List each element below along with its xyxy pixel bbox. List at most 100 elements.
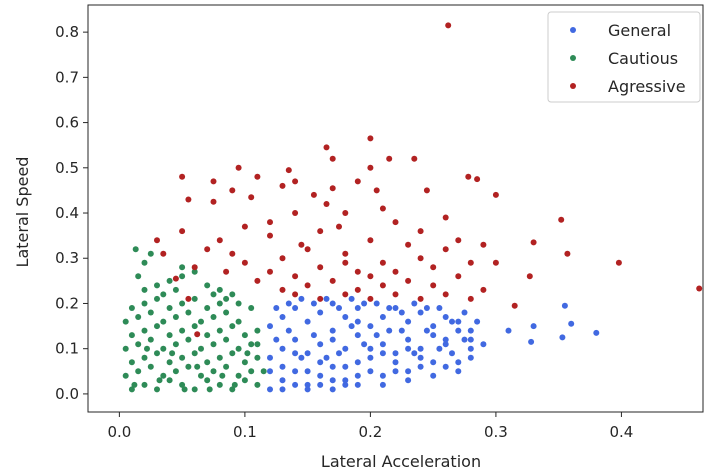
point-general-49	[379, 372, 386, 379]
point-general-30	[342, 314, 349, 320]
point-cautious-44	[128, 332, 135, 339]
point-agressive-77	[342, 291, 349, 298]
point-agressive-54	[267, 268, 273, 275]
point-agressive-85	[223, 268, 230, 275]
point-agressive-30	[442, 214, 449, 221]
point-agressive-14	[465, 173, 472, 180]
point-agressive-83	[511, 302, 518, 309]
point-agressive-63	[254, 277, 261, 284]
point-general-41	[467, 345, 474, 352]
point-general-110	[593, 329, 600, 336]
point-agressive-21	[373, 187, 380, 194]
point-general-42	[467, 354, 474, 361]
legend-label-cautious: Cautious	[608, 49, 678, 68]
point-cautious-46	[154, 323, 160, 330]
point-agressive-38	[392, 219, 399, 226]
point-general-4	[317, 372, 324, 379]
point-agressive-79	[392, 291, 399, 298]
point-cautious-13	[147, 363, 154, 370]
point-cautious-23	[141, 354, 148, 361]
axes-layer	[87, 4, 704, 413]
y-tick-label: 0.6	[55, 114, 79, 132]
point-general-36	[417, 309, 424, 316]
point-agressive-3	[329, 155, 336, 162]
point-cautious-7	[216, 381, 223, 388]
point-general-59	[273, 336, 280, 343]
point-agressive-53	[241, 259, 248, 266]
point-cautious-26	[179, 354, 186, 361]
point-cautious-33	[122, 345, 129, 352]
point-general-114	[449, 318, 455, 325]
point-cautious-56	[147, 309, 154, 316]
point-general-89	[304, 386, 311, 393]
point-general-109	[568, 320, 575, 327]
point-cautious-75	[166, 277, 173, 284]
y-tick-label: 0.3	[55, 249, 79, 267]
point-cautious-57	[160, 318, 167, 325]
point-cautious-64	[128, 305, 135, 311]
point-agressive-15	[474, 176, 481, 183]
point-cautious-54	[122, 318, 129, 325]
point-cautious-10	[254, 381, 261, 388]
legend-box	[547, 11, 701, 103]
point-cautious-52	[229, 323, 236, 330]
point-general-82	[361, 300, 368, 307]
point-agressive-51	[564, 250, 571, 257]
point-agressive-64	[279, 286, 286, 293]
point-agressive-17	[310, 191, 317, 198]
point-agressive-68	[379, 282, 386, 289]
point-agressive-82	[467, 295, 474, 302]
point-general-103	[467, 336, 474, 343]
point-cautious-53	[241, 332, 248, 339]
point-general-115	[436, 305, 443, 311]
y-tick-label: 0.4	[55, 204, 79, 222]
legend-label-agressive: Agressive	[608, 77, 686, 96]
point-general-71	[423, 327, 430, 334]
point-general-40	[467, 327, 474, 334]
point-cautious-73	[141, 286, 148, 293]
point-general-0	[267, 386, 273, 393]
point-cautious-61	[210, 314, 217, 320]
x-tick-label: 0.0	[107, 423, 131, 441]
point-general-37	[430, 323, 437, 330]
point-agressive-49	[480, 241, 487, 248]
point-general-70	[411, 350, 418, 357]
point-general-20	[417, 345, 424, 352]
point-general-11	[304, 350, 311, 357]
point-cautious-5	[191, 386, 198, 393]
point-agressive-89	[317, 228, 324, 235]
point-agressive-59	[430, 264, 437, 271]
point-agressive-20	[279, 182, 286, 189]
legend-marker-general	[570, 27, 576, 33]
point-general-56	[292, 368, 299, 375]
point-cautious-34	[135, 341, 142, 348]
point-agressive-80	[417, 295, 424, 302]
point-general-12	[317, 341, 324, 348]
point-cautious-70	[204, 305, 211, 311]
ticks-layer: 0.0 0.1 0.2 0.3 0.4 0.0 0.1 0.2 0.3 0.4 0.5 0.6 0.7 0…	[55, 23, 633, 441]
point-general-63	[323, 354, 330, 361]
point-general-88	[279, 386, 286, 393]
point-cautious-51	[216, 327, 223, 334]
point-general-7	[354, 359, 361, 366]
point-general-116	[329, 336, 336, 343]
point-agressive-81	[442, 291, 449, 298]
point-general-15	[354, 332, 361, 339]
point-cautious-90	[248, 305, 255, 311]
point-agressive-4	[386, 155, 393, 162]
point-general-62	[310, 332, 317, 339]
point-cautious-42	[235, 345, 242, 352]
point-cautious-22	[128, 359, 135, 366]
point-general-74	[461, 336, 468, 343]
point-agressive-16	[329, 185, 336, 192]
point-cautious-80	[132, 246, 139, 253]
point-agressive-67	[354, 286, 361, 293]
point-general-108	[561, 302, 568, 309]
point-agressive-10	[210, 178, 217, 185]
point-cautious-101	[219, 372, 226, 379]
point-cautious-36	[160, 345, 167, 352]
point-cautious-99	[169, 350, 176, 357]
point-agressive-22	[423, 187, 430, 194]
point-cautious-16	[185, 363, 192, 370]
point-general-92	[379, 381, 386, 388]
